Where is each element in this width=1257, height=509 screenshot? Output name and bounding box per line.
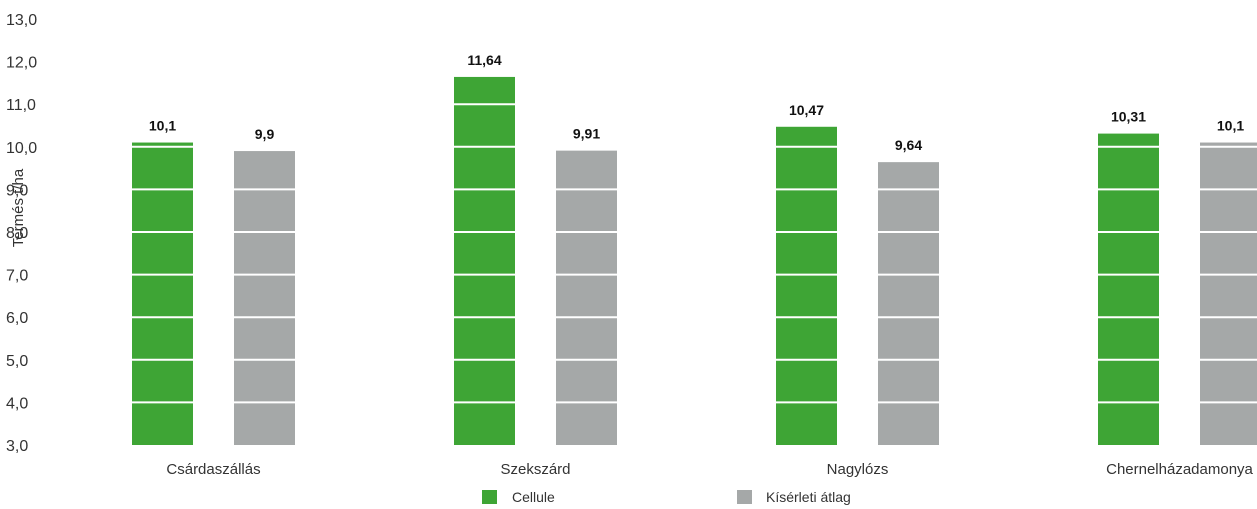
y-tick-label: 13,0 [6,12,37,29]
data-label: 9,64 [895,137,922,153]
y-axis-ticks: 3,0 4,0 5,0 6,0 7,0 8,0 9,0 10,0 11,0 12,0 13,0 [6,12,37,455]
data-label: 10,1 [149,118,176,134]
bar-kiserleti-atlag [234,151,295,445]
y-tick-label: 7,0 [6,268,28,285]
legend: Cellule Kísérleti átlag [482,489,851,505]
category-label: Chernelházadamonya [1106,461,1253,478]
bar-kiserleti-atlag [1200,142,1257,446]
data-label: 10,1 [1217,118,1244,134]
y-tick-label: 4,0 [6,395,28,412]
legend-label-cellule: Cellule [512,489,555,505]
bar-cellule [1098,133,1159,445]
bar-cellule [776,126,837,445]
legend-label-kiserleti-atlag: Kísérleti átlag [766,489,851,505]
category-label: Nagylózs [827,461,889,478]
category-labels: Csárdaszállás Szekszárd Nagylózs Chernelház… [166,461,1253,478]
y-tick-label: 10,0 [6,140,37,157]
y-tick-label: 8,0 [6,225,28,242]
y-tick-label: 6,0 [6,310,28,327]
data-label: 9,91 [573,126,600,142]
category-label: Szekszárd [500,461,570,478]
data-label: 10,31 [1111,109,1146,125]
data-label: 10,47 [789,102,824,118]
bar-kiserleti-atlag [878,162,939,446]
bar-cellule [132,142,193,446]
y-tick-label: 12,0 [6,55,37,72]
y-tick-label: 9,0 [6,182,28,199]
legend-swatch-cellule [482,490,497,504]
bars [132,76,1257,446]
y-tick-label: 11,0 [6,97,36,114]
data-label: 11,64 [467,52,501,68]
y-axis-label: Termés t/ha [10,168,27,247]
y-tick-label: 3,0 [6,438,28,455]
category-label: Csárdaszállás [166,461,260,478]
data-labels: 10,1 9,9 11,64 9,91 10,47 9,64 10,31 10,1 [149,52,1244,153]
y-tick-label: 5,0 [6,353,28,370]
bar-kiserleti-atlag [556,150,617,445]
data-label: 9,9 [255,126,275,142]
legend-swatch-kiserleti-atlag [737,490,752,504]
bar-cellule [454,76,515,445]
